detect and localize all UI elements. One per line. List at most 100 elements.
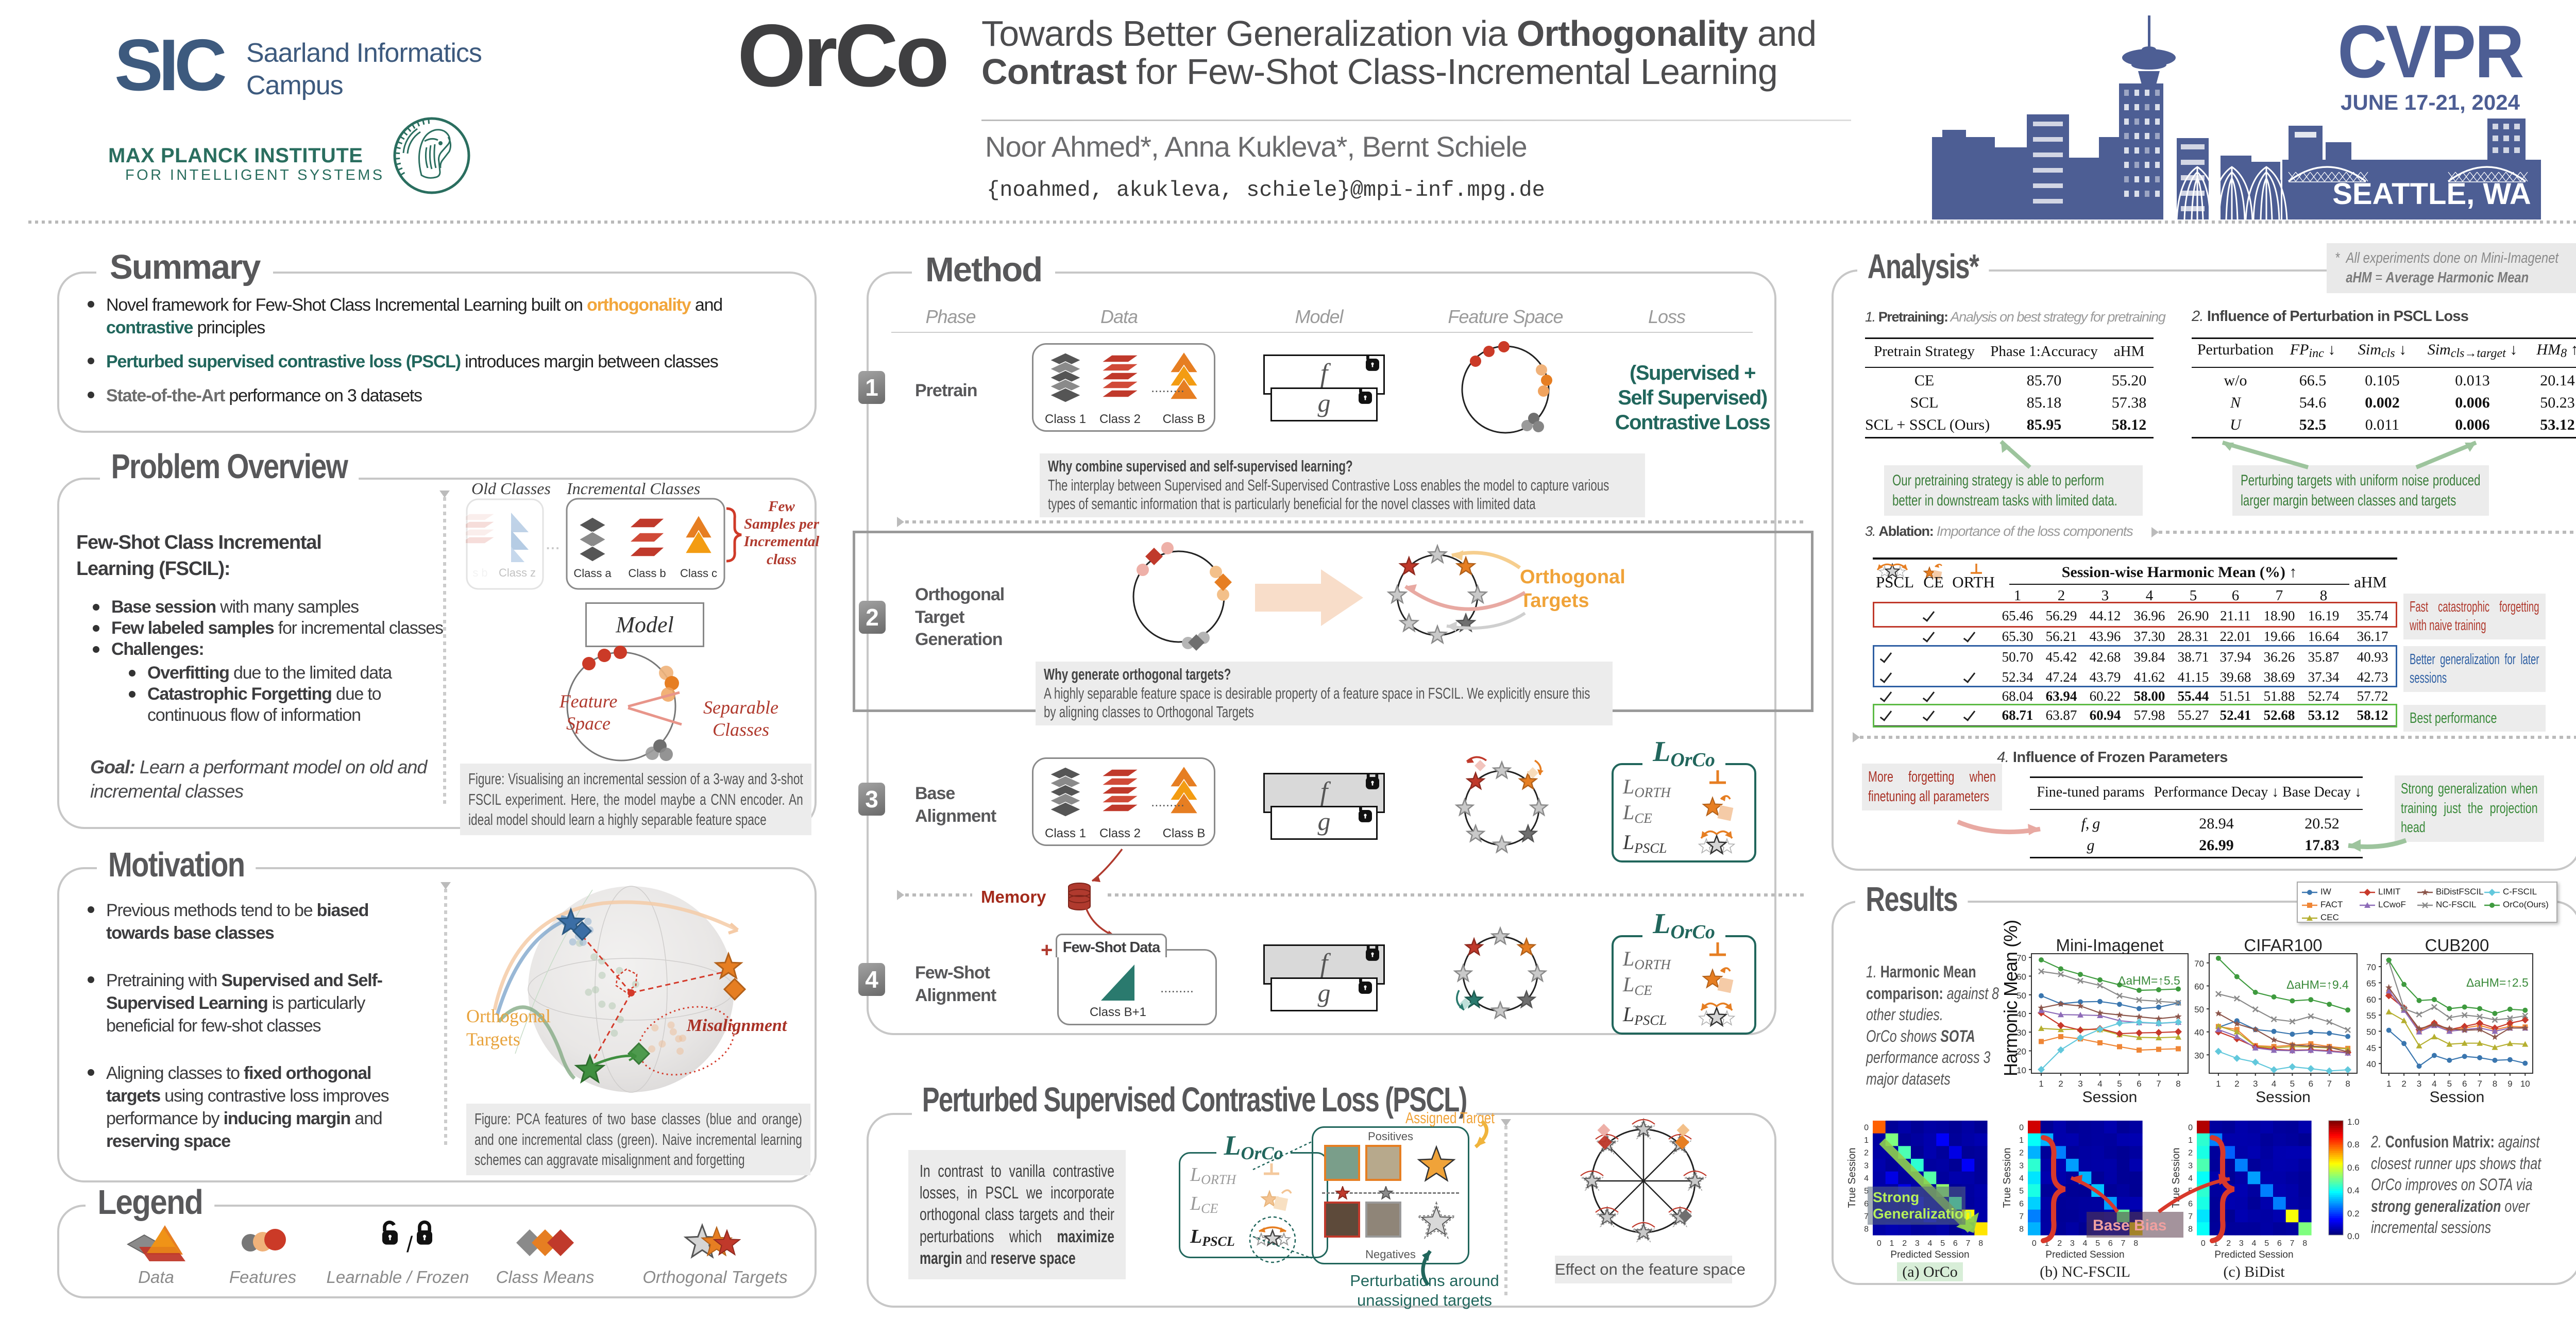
svg-text:7: 7: [2327, 1079, 2331, 1089]
svg-text:Predicted Session: Predicted Session: [1890, 1249, 1969, 1260]
svg-text:Class B: Class B: [1163, 412, 1206, 426]
svg-text:7: 7: [1966, 1239, 1971, 1248]
svg-text:Class b: Class b: [628, 567, 666, 580]
svg-text:3: 3: [1864, 1161, 1869, 1170]
svg-text:ΔaHM=↑5.5: ΔaHM=↑5.5: [2118, 974, 2180, 987]
svg-text:1.0: 1.0: [2347, 1117, 2360, 1127]
svg-text:5: 5: [2117, 1079, 2122, 1089]
svg-text:8: 8: [2176, 1079, 2180, 1089]
svg-text:5: 5: [2290, 1079, 2295, 1089]
svg-text:6: 6: [1953, 1239, 1958, 1248]
svg-text:3: 3: [2253, 1079, 2258, 1089]
svg-text:3: 3: [2188, 1161, 2193, 1170]
svg-text:1: 1: [2386, 1079, 2391, 1089]
svg-text:Class B+1: Class B+1: [1090, 1005, 1146, 1019]
svg-text:3: 3: [2239, 1239, 2244, 1248]
svg-text:70: 70: [2366, 962, 2376, 972]
svg-text:Class 1: Class 1: [1045, 412, 1086, 426]
svg-text:60: 60: [2016, 972, 2026, 982]
svg-text:0.2: 0.2: [2347, 1209, 2360, 1219]
svg-text:3: 3: [2078, 1079, 2082, 1089]
svg-text:Strong: Strong: [1873, 1189, 1919, 1205]
svg-text:4: 4: [2272, 1079, 2276, 1089]
svg-text:5: 5: [2095, 1239, 2100, 1248]
svg-text:2: 2: [2019, 1149, 2024, 1158]
svg-text:3: 3: [1915, 1239, 1920, 1248]
svg-text:1: 1: [2188, 1136, 2193, 1145]
svg-text:4: 4: [2188, 1174, 2193, 1183]
svg-text:7: 7: [2188, 1212, 2193, 1221]
svg-text:40: 40: [2016, 1009, 2026, 1019]
svg-text:2: 2: [2401, 1079, 2406, 1089]
svg-text:6: 6: [2462, 1079, 2467, 1089]
svg-text:0: 0: [1877, 1239, 1882, 1248]
svg-text:5: 5: [1940, 1239, 1945, 1248]
svg-text:6: 6: [2137, 1079, 2141, 1089]
svg-text:7: 7: [2477, 1079, 2482, 1089]
svg-text:8: 8: [1978, 1239, 1983, 1248]
svg-text:3: 3: [2417, 1079, 2421, 1089]
svg-text:2: 2: [1864, 1149, 1869, 1158]
svg-text:9: 9: [2507, 1079, 2512, 1089]
svg-text:8: 8: [2493, 1079, 2497, 1089]
svg-text:4: 4: [2432, 1079, 2436, 1089]
svg-text:0.6: 0.6: [2347, 1163, 2360, 1173]
svg-text:0: 0: [1864, 1123, 1869, 1132]
svg-text:.........: .........: [1160, 980, 1194, 995]
svg-text:5: 5: [2019, 1187, 2024, 1196]
svg-text:6: 6: [2309, 1079, 2313, 1089]
svg-text:6: 6: [2108, 1239, 2113, 1248]
svg-text:6: 6: [2188, 1199, 2193, 1208]
svg-text:7: 7: [2019, 1212, 2024, 1221]
svg-text:3: 3: [2070, 1239, 2075, 1248]
svg-text:Base Bias: Base Bias: [2093, 1217, 2166, 1234]
svg-text:1: 1: [2216, 1079, 2221, 1089]
svg-text:0: 0: [2032, 1239, 2037, 1248]
svg-text:30: 30: [2194, 1051, 2204, 1060]
svg-text:Generalization: Generalization: [1873, 1206, 1972, 1222]
svg-text:8: 8: [2133, 1239, 2138, 1248]
svg-text:5: 5: [2264, 1239, 2269, 1248]
svg-text:4: 4: [2083, 1239, 2088, 1248]
svg-text:50: 50: [2194, 1005, 2204, 1014]
svg-text:8: 8: [2019, 1225, 2024, 1234]
svg-text:4: 4: [2097, 1079, 2102, 1089]
svg-text:55: 55: [2366, 1011, 2376, 1021]
svg-text:8: 8: [1864, 1225, 1869, 1234]
svg-text:2: 2: [1902, 1239, 1907, 1248]
svg-text:3: 3: [2019, 1161, 2024, 1170]
svg-text:Class 2: Class 2: [1099, 412, 1141, 426]
svg-text:Predicted Session: Predicted Session: [2214, 1249, 2293, 1260]
svg-text:1: 1: [2214, 1239, 2218, 1248]
svg-text:Predicted Session: Predicted Session: [2045, 1249, 2124, 1260]
svg-text:ΔaHM=↑9.4: ΔaHM=↑9.4: [2286, 978, 2349, 991]
svg-text:60: 60: [2194, 982, 2204, 992]
svg-text:20: 20: [2016, 1047, 2026, 1057]
svg-text:7: 7: [2290, 1239, 2295, 1248]
svg-text:40: 40: [2366, 1059, 2376, 1069]
svg-text:10: 10: [2016, 1066, 2026, 1075]
svg-text:60: 60: [2366, 995, 2376, 1005]
svg-text:.........: .........: [1151, 794, 1184, 809]
svg-text:2: 2: [2188, 1149, 2193, 1158]
svg-text:10: 10: [2520, 1079, 2530, 1089]
svg-text:1: 1: [2045, 1239, 2049, 1248]
svg-text:6: 6: [2019, 1199, 2024, 1208]
svg-text:ΔaHM=↑2.5: ΔaHM=↑2.5: [2466, 976, 2529, 989]
svg-text:2: 2: [2057, 1239, 2062, 1248]
svg-text:4: 4: [1864, 1174, 1869, 1183]
svg-text:0: 0: [2201, 1239, 2206, 1248]
svg-text:1: 1: [1890, 1239, 1894, 1248]
svg-text:4: 4: [2252, 1239, 2257, 1248]
svg-text:4: 4: [2019, 1174, 2024, 1183]
svg-text:7: 7: [2121, 1239, 2126, 1248]
svg-text:70: 70: [2016, 953, 2026, 963]
svg-text:True Session: True Session: [2002, 1147, 2013, 1208]
svg-text:Class 2: Class 2: [1099, 826, 1141, 840]
svg-text:.........: .........: [1151, 380, 1184, 395]
svg-text:1: 1: [2019, 1136, 2024, 1145]
svg-text:Class B: Class B: [1163, 826, 1206, 840]
svg-text:50: 50: [2016, 991, 2026, 1001]
svg-text:0.8: 0.8: [2347, 1140, 2360, 1149]
svg-text:0: 0: [2188, 1123, 2193, 1132]
